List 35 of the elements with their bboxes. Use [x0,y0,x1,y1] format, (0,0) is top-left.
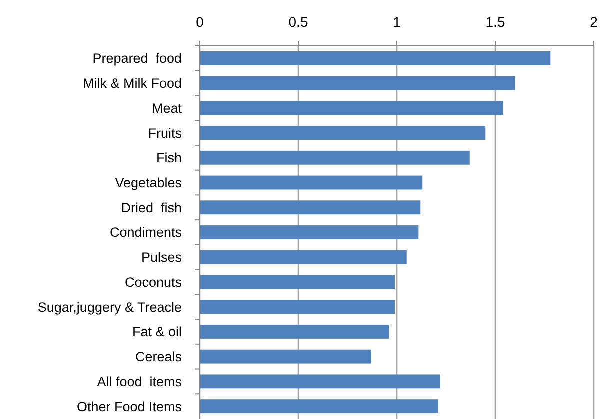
bar [200,200,421,215]
y-tick-label: Coconuts [124,274,182,290]
y-tick-label: Vegetables [115,175,182,190]
x-tick-label: 1 [393,14,402,30]
y-tick-label: Condiments [110,225,182,240]
bar [200,275,396,290]
x-tick-label: 2 [590,14,598,30]
y-tick-label: Dried fish [121,200,182,216]
y-tick-label: All food items [97,374,182,390]
bar [200,76,516,90]
bar [200,350,372,364]
bar [200,400,438,414]
bar [200,250,407,264]
y-tick-label: Meat [152,100,182,116]
y-tick-label: Sugar,juggery & Treacle [38,300,182,315]
x-tick-label: 0 [196,14,204,30]
bar [200,101,504,116]
bar [200,51,551,66]
bar [200,176,423,190]
bar [200,325,390,339]
x-tick-label: 1.5 [486,14,506,30]
bar [200,150,470,165]
y-tick-label: Fruits [148,126,182,141]
y-tick-label: Fish [156,150,182,166]
y-tick-label: Fat & oil [132,324,182,340]
bar [200,374,440,389]
bar [200,126,486,140]
y-tick-label: Pulses [141,250,182,266]
bar [200,226,419,240]
y-tick-label: Other Food Items [76,399,182,414]
bar [200,300,396,314]
y-tick-label: Cereals [135,350,182,365]
y-tick-label: Milk & Milk Food [82,76,182,92]
x-tick-label: 0.5 [288,14,308,30]
y-tick-label: Prepared food [92,51,182,66]
